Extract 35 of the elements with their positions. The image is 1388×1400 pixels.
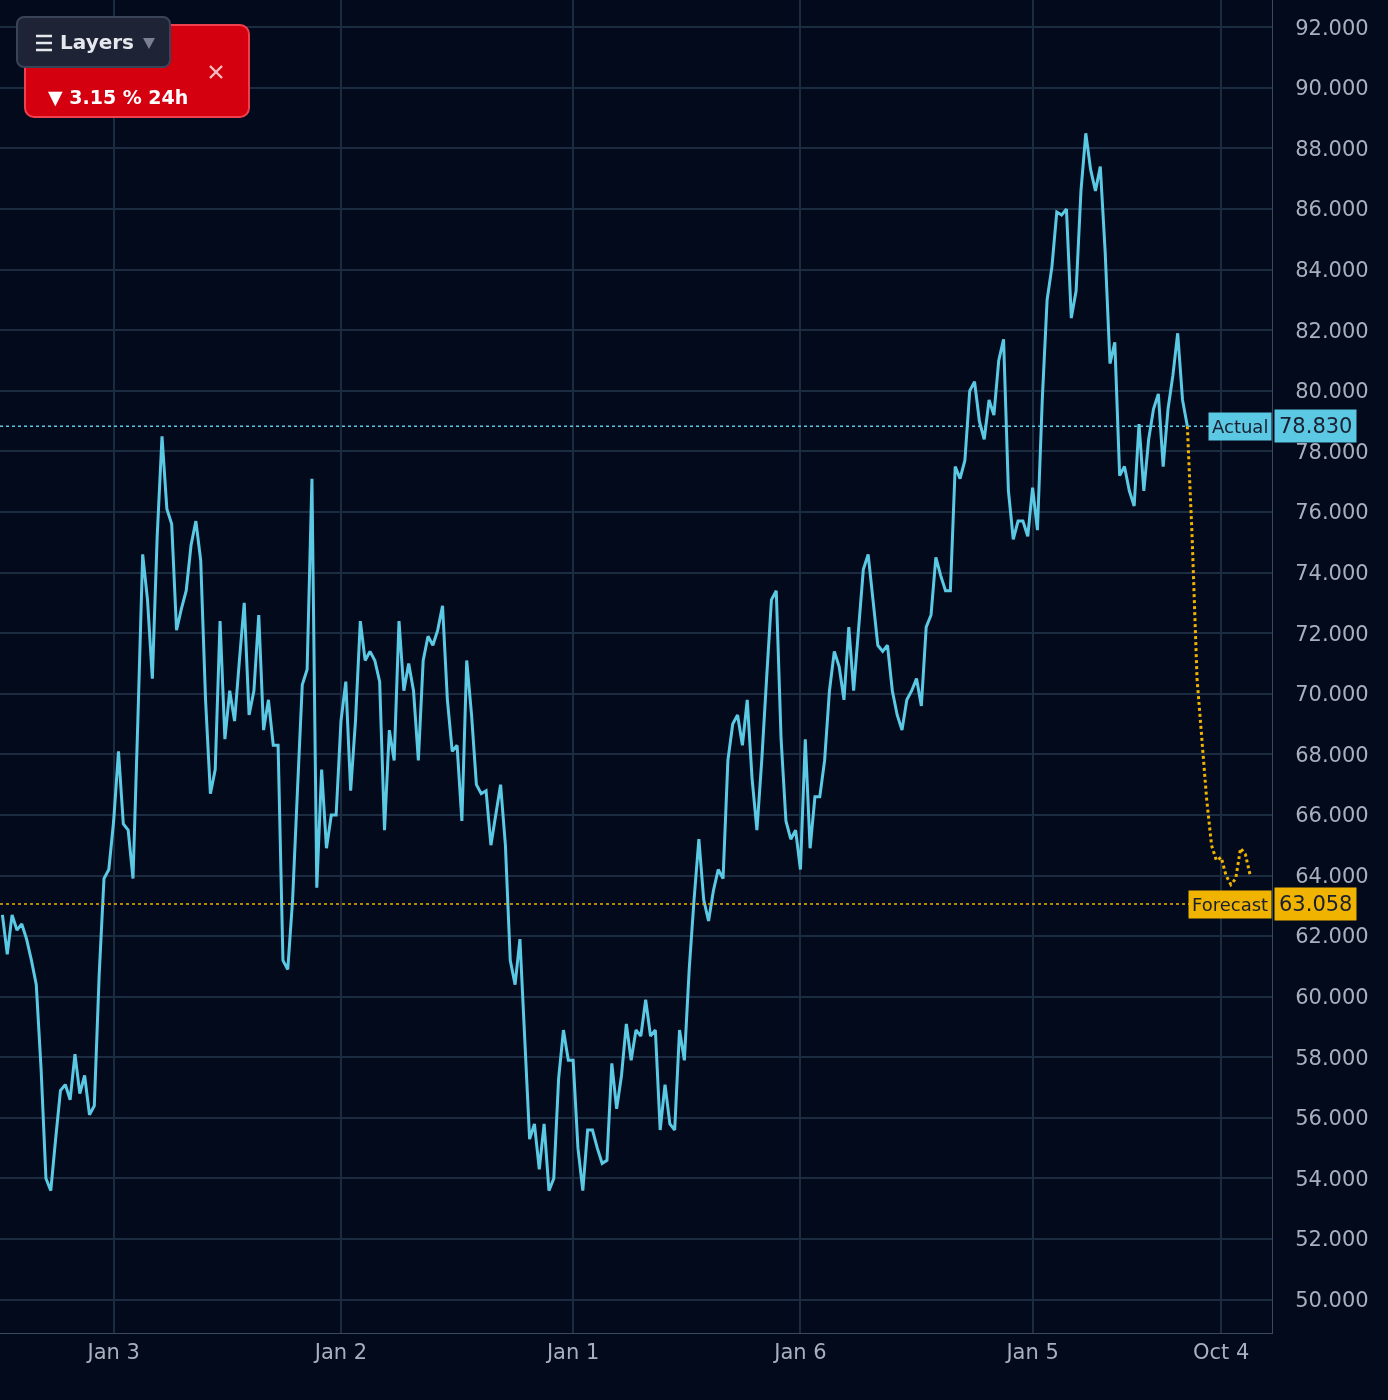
- y-tick-label: 56.000: [1295, 1106, 1369, 1131]
- ref-line-label: Forecast: [1192, 894, 1269, 915]
- x-tick-label: Jan 2: [312, 1340, 368, 1365]
- y-tick-label: 92.000: [1295, 15, 1369, 40]
- y-tick-label: 90.000: [1295, 76, 1369, 101]
- y-tick-label: 70.000: [1295, 682, 1369, 707]
- y-tick-label: 86.000: [1295, 197, 1369, 222]
- y-tick-label: 82.000: [1295, 318, 1369, 343]
- y-tick-label: 80.000: [1295, 379, 1369, 404]
- text: 78.830: [1279, 414, 1353, 438]
- y-tick-label: 50.000: [1295, 1288, 1369, 1313]
- x-tick-label: Jan 6: [772, 1340, 827, 1365]
- y-tick-label: 78.000: [1295, 439, 1369, 464]
- annotation: ▼ 3.15 % 24h: [48, 86, 189, 108]
- y-tick-label: 64.000: [1295, 863, 1369, 888]
- ref-line-label: Actual: [1212, 416, 1269, 437]
- y-tick-label: 52.000: [1295, 1227, 1369, 1252]
- x-tick-label: Oct 4: [1193, 1340, 1250, 1365]
- y-tick-label: 60.000: [1295, 985, 1369, 1010]
- x-tick-label: Jan 3: [85, 1340, 140, 1365]
- layers-button: Layers: [16, 16, 171, 68]
- y-tick-label: 54.000: [1295, 1166, 1369, 1191]
- y-tick-label: 74.000: [1295, 560, 1369, 585]
- y-tick-label: 66.000: [1295, 803, 1369, 828]
- x-tick-label: Jan 1: [544, 1340, 600, 1365]
- x-tick-label: Jan 5: [1004, 1340, 1059, 1365]
- y-tick-label: 72.000: [1295, 621, 1369, 646]
- annotation: Layers: [60, 30, 134, 54]
- text: 63.058: [1279, 892, 1353, 916]
- y-tick-label: 58.000: [1295, 1045, 1369, 1070]
- y-tick-label: 88.000: [1295, 136, 1369, 161]
- y-tick-label: 68.000: [1295, 742, 1369, 767]
- y-tick-label: 84.000: [1295, 257, 1369, 282]
- y-tick-label: 76.000: [1295, 500, 1369, 525]
- y-tick-label: 62.000: [1295, 924, 1369, 949]
